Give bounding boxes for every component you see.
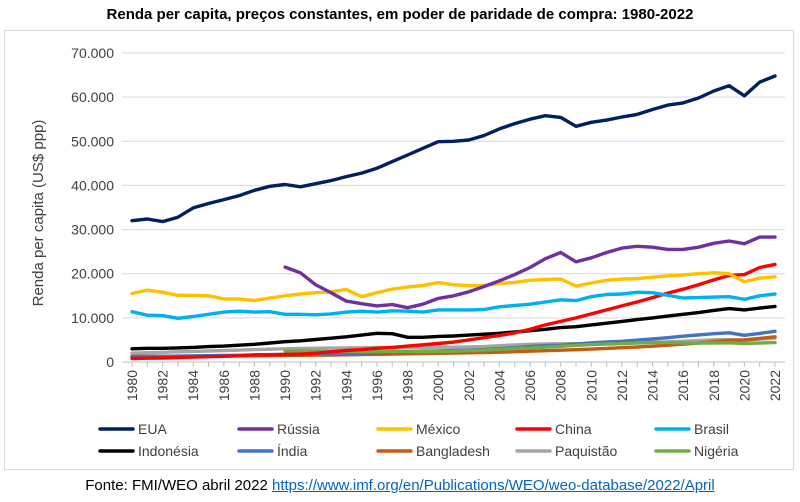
- legend-item-brasil: Brasil: [654, 421, 729, 437]
- x-tick-label: 1996: [369, 370, 385, 401]
- legend-item-china: China: [515, 421, 592, 437]
- legend-label: Bangladesh: [416, 443, 490, 459]
- y-tick-label: 10.000: [71, 310, 114, 326]
- chart-svg: 0 10.000 20.000 30.000 40.000 50.000 60.000 70.…: [30, 45, 785, 459]
- y-axis: 0 10.000 20.000 30.000 40.000 50.000 60.000 70.…: [71, 45, 114, 370]
- x-tick-label: 1988: [246, 370, 262, 401]
- y-tick-label: 50.000: [71, 133, 114, 149]
- x-tick-label: 1986: [216, 370, 232, 401]
- series-line-indonesia: [130, 304, 777, 351]
- x-tick-label: 1990: [277, 370, 293, 401]
- legend-label: Paquistão: [555, 443, 617, 459]
- legend-item-mexico: México: [376, 421, 461, 437]
- legend-label: Brasil: [694, 421, 729, 437]
- x-tick-label: 1994: [338, 370, 354, 401]
- series-lines: [130, 74, 777, 361]
- x-tick-label: 2006: [522, 370, 538, 401]
- series-line-russia: [283, 235, 777, 310]
- x-tick-label: 1982: [155, 370, 171, 401]
- x-axis: 1980 1982 1984 1986 1988 1990 1992 1994 1996 1998…: [122, 361, 785, 401]
- chart-title: Renda per capita, preços constantes, em …: [106, 6, 694, 23]
- y-tick-label: 40.000: [71, 177, 114, 193]
- legend-label: Indonésia: [138, 443, 199, 459]
- x-tick-label: 1980: [124, 370, 140, 401]
- legend-label: EUA: [138, 421, 167, 437]
- legend-item-bangladesh: Bangladesh: [376, 443, 490, 459]
- series-line-china: [130, 262, 777, 361]
- legend-item-india: Índia: [237, 443, 308, 459]
- x-tick-label: 2016: [675, 370, 691, 401]
- x-tick-label: 1992: [308, 370, 324, 401]
- x-tick-label: 2020: [736, 370, 752, 401]
- legend-item-nigeria: Nigéria: [654, 443, 739, 459]
- legend-item-russia: Rússia: [237, 421, 320, 437]
- y-tick-label: 70.000: [71, 45, 114, 61]
- y-axis-label: Renda per capita (US$ ppp): [30, 120, 47, 307]
- x-tick-label: 2000: [430, 370, 446, 401]
- y-tick-label: 20.000: [71, 266, 114, 282]
- legend-item-paquistao: Paquistão: [515, 443, 617, 459]
- x-tick-label: 1998: [400, 370, 416, 401]
- source-prefix: Fonte: FMI/WEO abril 2022: [85, 477, 272, 494]
- chart-area: 0 10.000 20.000 30.000 40.000 50.000 60.000 70.…: [4, 30, 794, 470]
- x-tick-label: 2022: [767, 370, 783, 401]
- series-line-eua: [130, 74, 777, 224]
- legend-item-eua: EUA: [98, 421, 167, 437]
- series-line-mexico: [130, 271, 777, 303]
- legend-item-indonesia: Indonésia: [98, 443, 199, 459]
- y-tick-label: 30.000: [71, 222, 114, 238]
- y-tick-label: 0: [106, 354, 114, 370]
- x-tick-label: 1984: [185, 370, 201, 401]
- legend-label: Nigéria: [694, 443, 739, 459]
- series-line-nigeria: [283, 340, 777, 354]
- legend-label: China: [555, 421, 592, 437]
- x-tick-label: 2012: [614, 370, 630, 401]
- x-tick-label: 2004: [491, 370, 507, 401]
- x-tick-label: 2018: [706, 370, 722, 401]
- series-line-brasil: [130, 290, 777, 320]
- source-link[interactable]: https://www.imf.org/en/Publications/WEO/…: [272, 477, 715, 494]
- x-tick-label: 2008: [553, 370, 569, 401]
- legend-label: México: [416, 421, 461, 437]
- legend: EUA Rússia México China Brasil Indonésia Índia…: [98, 421, 739, 459]
- x-tick-label: 2010: [583, 370, 599, 401]
- x-tick-label: 2014: [645, 370, 661, 401]
- source-note: Fonte: FMI/WEO abril 2022 https://www.im…: [0, 477, 800, 494]
- y-tick-label: 60.000: [71, 89, 114, 105]
- legend-label: Índia: [277, 443, 308, 459]
- legend-label: Rússia: [277, 421, 320, 437]
- x-tick-label: 2002: [461, 370, 477, 401]
